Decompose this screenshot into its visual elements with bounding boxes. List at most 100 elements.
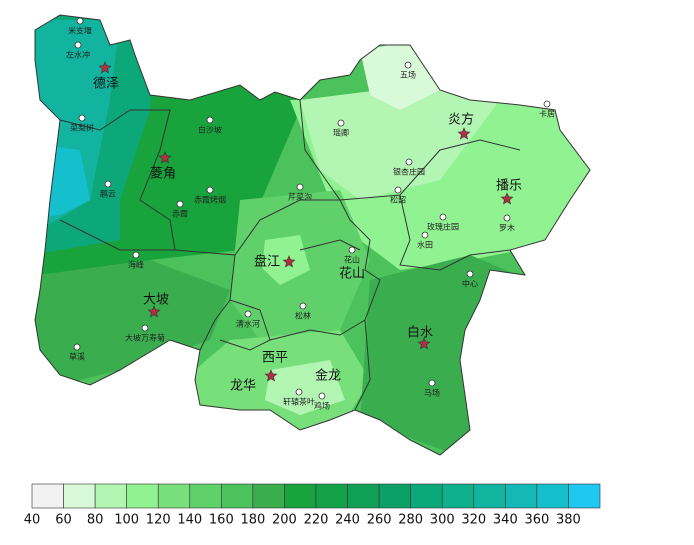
site-icon bbox=[296, 183, 304, 191]
place-label: 大坡 bbox=[143, 293, 169, 308]
legend-swatch bbox=[221, 483, 254, 509]
site-icon bbox=[405, 158, 413, 166]
place-label: 水田 bbox=[417, 240, 433, 250]
legend-tick-label: 360 bbox=[524, 513, 549, 528]
place-label: 花山 bbox=[339, 266, 365, 282]
site-icon bbox=[176, 200, 184, 208]
site-icon bbox=[104, 180, 112, 188]
place-label: 菜梨树 bbox=[70, 123, 94, 133]
place-label: 海峰 bbox=[128, 260, 144, 270]
place-label: 金龙 bbox=[315, 368, 341, 384]
legend-tick-label: 260 bbox=[367, 513, 392, 528]
place-label: 草溪 bbox=[69, 352, 85, 362]
place-label: 盘江 bbox=[254, 254, 280, 270]
place-label: 西平 bbox=[262, 351, 288, 366]
site-icon bbox=[141, 324, 149, 332]
legend-swatch bbox=[126, 483, 159, 509]
site-icon bbox=[206, 186, 214, 194]
place-label: 德泽 bbox=[93, 77, 119, 92]
place-label: 龙华 bbox=[230, 379, 256, 394]
place-label: 米支堰 bbox=[68, 26, 92, 36]
site-icon bbox=[74, 41, 82, 49]
place-label: 炎方 bbox=[448, 112, 474, 128]
legend-swatch bbox=[315, 483, 348, 509]
town-star bbox=[147, 305, 161, 318]
legend-tick-label: 200 bbox=[272, 513, 297, 528]
legend-swatch bbox=[94, 483, 127, 509]
legend-tick-label: 60 bbox=[55, 513, 72, 528]
site-icon bbox=[466, 270, 474, 278]
place-label: 芹菜沟 bbox=[288, 192, 312, 202]
legend-tick-label: 280 bbox=[398, 513, 423, 528]
legend-swatch bbox=[378, 483, 411, 509]
place-label: 白沙坡 bbox=[198, 125, 222, 135]
town-star bbox=[282, 255, 296, 268]
site-icon bbox=[295, 388, 303, 396]
legend-swatch bbox=[441, 483, 475, 509]
place-label: 花山 bbox=[344, 255, 360, 265]
place-label: 赤霞 bbox=[172, 210, 188, 219]
place-label: 中心 bbox=[462, 279, 478, 289]
legend-swatch bbox=[189, 483, 222, 509]
legend-swatch bbox=[536, 483, 569, 509]
place-label: 鸡场 bbox=[314, 401, 330, 411]
place-label: 玫瑰庄园 bbox=[427, 222, 459, 232]
legend-swatch bbox=[410, 483, 443, 509]
site-icon bbox=[78, 114, 86, 122]
legend-tick-label: 240 bbox=[335, 513, 360, 528]
site-icon bbox=[404, 61, 412, 69]
place-label: 赤霞烤烟 bbox=[194, 195, 226, 205]
legend-tick-label: 120 bbox=[146, 513, 171, 528]
place-label: 白水 bbox=[407, 325, 433, 341]
legend-tick-label: 180 bbox=[240, 513, 265, 528]
place-label: 轩辕茶叶 bbox=[283, 397, 315, 407]
place-label: 松林 bbox=[295, 311, 311, 321]
site-icon bbox=[318, 392, 326, 400]
site-icon bbox=[337, 119, 345, 127]
legend: 40 60 80 100 120 140 160 180 200 220 240 260 280 300 3… bbox=[24, 483, 601, 528]
site-icon bbox=[394, 186, 402, 194]
site-icon bbox=[428, 379, 436, 387]
legend-swatch bbox=[31, 483, 64, 509]
place-label: 罗木 bbox=[499, 223, 515, 233]
legend-swatch bbox=[347, 483, 380, 509]
legend-swatch bbox=[252, 483, 285, 509]
legend-tick-label: 80 bbox=[87, 513, 104, 528]
place-label: 清水河 bbox=[236, 319, 260, 329]
place-label: 瑶卿 bbox=[333, 128, 349, 138]
legend-tick-label: 160 bbox=[209, 513, 234, 528]
district-borders bbox=[34, 14, 591, 456]
place-label: 银杏庄园 bbox=[393, 167, 425, 177]
town-star bbox=[457, 127, 471, 140]
legend-swatch bbox=[284, 483, 317, 509]
legend-swatch bbox=[63, 483, 96, 509]
legend-tick-label: 320 bbox=[461, 513, 486, 528]
place-label: 松韶 bbox=[390, 195, 406, 205]
legend-tick-label: 220 bbox=[304, 513, 329, 528]
site-icon bbox=[132, 251, 140, 259]
site-icon bbox=[299, 302, 307, 310]
place-label: 鹏云 bbox=[100, 189, 116, 199]
place-label: 菱角 bbox=[150, 167, 176, 182]
legend-swatch bbox=[473, 483, 506, 509]
site-icon bbox=[206, 116, 214, 124]
legend-tick-label: 380 bbox=[556, 513, 581, 528]
place-label: 播乐 bbox=[496, 179, 522, 194]
site-icon bbox=[73, 343, 81, 351]
town-star bbox=[417, 337, 431, 350]
site-icon bbox=[543, 100, 551, 108]
site-icon bbox=[76, 17, 84, 25]
legend-swatch bbox=[505, 483, 538, 509]
legend-swatch bbox=[157, 483, 191, 509]
site-icon bbox=[421, 231, 429, 239]
town-star bbox=[158, 151, 172, 164]
place-label: 马场 bbox=[424, 389, 440, 398]
place-label: 左水冲 bbox=[66, 50, 90, 60]
place-label: 卡居 bbox=[539, 109, 555, 119]
legend-tick-label: 340 bbox=[493, 513, 518, 528]
legend-tick-label: 300 bbox=[430, 513, 455, 528]
town-star bbox=[98, 61, 112, 74]
